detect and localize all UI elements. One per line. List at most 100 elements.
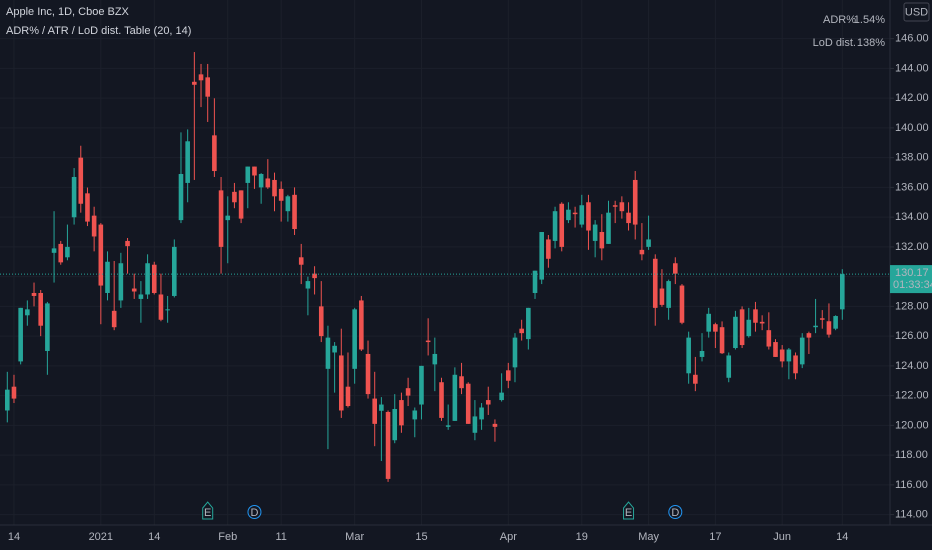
- x-tick-label: Jun: [773, 531, 791, 543]
- candle-body: [412, 410, 418, 420]
- candle-body: [646, 239, 651, 247]
- candle-body: [753, 309, 758, 323]
- candle-body: [546, 239, 551, 259]
- candle-body: [332, 345, 337, 353]
- candle-body: [292, 194, 297, 230]
- event-marker[interactable]: D: [668, 505, 683, 519]
- candle-body: [151, 264, 157, 293]
- candle-body: [365, 353, 371, 395]
- x-tick-label: 14: [148, 531, 160, 543]
- candle-body: [840, 274, 845, 310]
- candle-body: [339, 355, 344, 411]
- candle-body: [165, 309, 170, 311]
- chart-subtitle: ADR% / ATR / LoD dist. Table (20, 14): [6, 25, 191, 37]
- candle-body: [813, 325, 818, 328]
- countdown: 01:33:34: [893, 279, 932, 291]
- candle-body: [392, 408, 398, 441]
- candle-body: [799, 337, 805, 365]
- candle-body: [265, 178, 271, 188]
- candle-body: [626, 212, 631, 224]
- candle-body: [5, 389, 10, 411]
- candle-body: [198, 74, 204, 81]
- y-tick-label: 114.00: [895, 508, 928, 520]
- candle-body: [733, 316, 738, 349]
- candle-body: [713, 324, 718, 332]
- candle-body: [58, 243, 64, 263]
- candle-body: [212, 135, 217, 172]
- candle-body: [459, 376, 464, 389]
- candle-body: [552, 211, 558, 241]
- y-tick-label: 142.00: [895, 92, 929, 104]
- candle-body: [298, 257, 304, 265]
- x-tick-label: Apr: [500, 531, 517, 543]
- candle-body: [252, 166, 257, 176]
- candle-body: [399, 400, 404, 426]
- candle-body: [499, 392, 504, 401]
- candle-body: [185, 141, 190, 183]
- x-tick-label: May: [638, 531, 659, 543]
- candle-body: [372, 398, 377, 424]
- table-label: ADR%: [823, 14, 856, 26]
- currency-box[interactable]: [903, 2, 930, 22]
- candle-body: [659, 288, 665, 305]
- candle-body: [519, 328, 524, 334]
- event-label: E: [625, 507, 632, 519]
- candle-body: [786, 349, 792, 362]
- y-tick-label: 132.00: [895, 241, 929, 253]
- candle-body: [51, 248, 57, 253]
- candle-body: [118, 263, 124, 301]
- event-icon: [668, 505, 683, 519]
- candle-body: [773, 342, 778, 357]
- x-tick-label: Feb: [218, 531, 237, 543]
- candle-body: [652, 258, 658, 308]
- table-value: 1.54%: [854, 14, 885, 26]
- y-tick-label: 122.00: [895, 390, 929, 402]
- candle-body: [693, 374, 698, 384]
- candle-body: [586, 202, 591, 231]
- candle-body: [539, 232, 544, 280]
- chart-title: Apple Inc, 1D, Cboe BZX: [6, 6, 130, 18]
- event-marker[interactable]: D: [247, 505, 262, 519]
- event-marker[interactable]: E: [623, 501, 635, 520]
- candle-body: [632, 179, 638, 225]
- candle-body: [38, 292, 43, 326]
- candle-body: [739, 309, 745, 346]
- x-tick-label: 19: [576, 531, 588, 543]
- candle-body: [579, 205, 585, 225]
- event-label: D: [250, 507, 258, 519]
- x-tick-label: 14: [836, 531, 848, 543]
- y-tick-label: 128.00: [895, 300, 929, 312]
- candle-body: [559, 203, 565, 247]
- candle-body: [746, 319, 752, 337]
- candle-body: [766, 330, 772, 347]
- candle-body: [452, 374, 458, 421]
- candle-body: [272, 179, 277, 197]
- candle-body: [238, 190, 244, 219]
- event-icon: [247, 505, 262, 519]
- candle-body: [639, 249, 645, 255]
- candle-body: [359, 300, 364, 350]
- candle-body: [686, 337, 691, 374]
- candle-body: [666, 281, 671, 308]
- candle-body: [305, 281, 311, 289]
- y-tick-label: 120.00: [895, 419, 929, 431]
- event-marker[interactable]: E: [202, 501, 214, 520]
- y-tick-label: 126.00: [895, 330, 929, 342]
- candle-body: [31, 292, 37, 296]
- candle-body: [91, 215, 97, 237]
- candle-body: [492, 423, 498, 427]
- currency[interactable]: USD: [905, 6, 928, 18]
- candle-body: [352, 309, 357, 369]
- candle-body: [592, 224, 598, 241]
- y-tick-label: 138.00: [895, 152, 929, 164]
- candle-body: [158, 294, 164, 320]
- candle-body: [679, 285, 685, 323]
- candle-body: [719, 327, 725, 354]
- x-tick-label: 11: [275, 531, 286, 543]
- y-tick-label: 124.00: [895, 360, 929, 372]
- candle-body: [385, 411, 391, 479]
- candle-body: [178, 174, 184, 221]
- candle-body: [506, 370, 511, 381]
